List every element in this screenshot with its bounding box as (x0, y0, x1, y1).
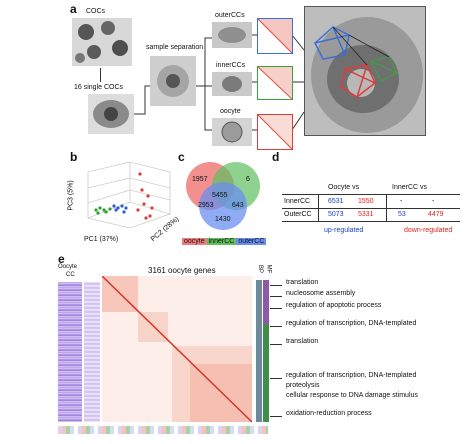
go-term-translation-1: translation (286, 279, 319, 286)
down-regulated-label: down-regulated (404, 227, 453, 234)
pca-plot (87, 161, 171, 229)
outercc-heatmap (257, 18, 293, 54)
row2-v4: 4479 (428, 211, 444, 218)
expression-strip-oocyte (58, 282, 82, 422)
table-col1-header: Oocyte vs (328, 184, 360, 191)
row2-v1: 5073 (328, 211, 344, 218)
row2-v2: 5331 (358, 211, 374, 218)
panel-label-c: c (178, 150, 185, 164)
row2-label: OuterCC (284, 211, 312, 218)
go-term-dna-damage: cellular response to DNA damage stimulus (286, 392, 418, 399)
legend-innercc: innerCC (206, 238, 237, 245)
row2-v3: 53 (398, 211, 406, 218)
row1-v2: 1550 (358, 198, 374, 205)
bottom-legend-strip (58, 426, 268, 434)
row1-v1: 6531 (328, 198, 344, 205)
pca-ylabel: PC3 (5%) (67, 180, 75, 211)
go-tick-2 (270, 296, 282, 297)
outercc-image (212, 22, 252, 48)
row1-v4: - (432, 198, 435, 205)
go-tick-3 (270, 308, 282, 309)
go-tick-6 (270, 378, 282, 379)
oocyte-heatmap (257, 114, 293, 150)
venn-center: 5455 (212, 192, 228, 199)
go-tick-1 (270, 285, 282, 286)
side-label-mf: MF (265, 264, 272, 274)
venn-blue-only: 1430 (215, 216, 231, 223)
panel-label-d: d (272, 150, 280, 164)
panel-label-e: e (58, 252, 65, 266)
side-label-bp: BP (257, 264, 264, 274)
panel-a-arrows (134, 34, 305, 131)
single-coc-image (88, 94, 134, 134)
single-cocs-label: 16 single COCs (74, 84, 124, 91)
expression-strip-cc (84, 282, 100, 422)
go-tick-7 (270, 416, 282, 417)
go-term-nucleosome: nucleosome assembly (286, 290, 356, 297)
venn-legend: oocyte innerCC outerCC (182, 238, 267, 245)
cocs-image (72, 18, 132, 66)
go-term-apoptotic: regulation of apoptotic process (286, 302, 382, 309)
go-term-transcription-2: regulation of transcription, DNA-templat… (286, 372, 417, 379)
oocyte-image (212, 118, 252, 146)
separation-label: sample separation (146, 44, 204, 51)
row-label-cc: CC (66, 272, 75, 278)
table-divider-1 (318, 194, 319, 221)
oocyte-label: oocyte (220, 108, 241, 115)
venn-red-blue: 2953 (198, 202, 214, 209)
outercc-label: outerCCs (215, 12, 245, 19)
innercc-label: innerCCs (216, 62, 246, 69)
venn-green-blue: 643 (232, 202, 244, 209)
coc-network-image (304, 6, 426, 136)
go-term-transcription-1: regulation of transcription, DNA-templat… (286, 320, 417, 327)
table-rule-bottom (282, 221, 460, 222)
row-label-oocyte: Oocyte (58, 264, 78, 270)
panel-label-a: a (70, 2, 77, 16)
up-regulated-label: up-regulated (324, 227, 364, 234)
table-rule-top (282, 194, 460, 195)
row1-label: InnerCC (284, 198, 311, 205)
innercc-heatmap (257, 66, 293, 100)
venn-green-only: 6 (246, 176, 250, 183)
panel-label-b: b (70, 150, 78, 164)
legend-outercc: outerCC (236, 238, 267, 245)
go-bar-bp (256, 280, 262, 422)
separation-image (150, 56, 196, 106)
row1-v3: - (400, 198, 403, 205)
venn-diagram (186, 162, 260, 230)
go-tick-4 (270, 326, 282, 327)
table-divider-2 (386, 194, 387, 221)
go-term-proteolysis: proteolysis (286, 382, 320, 389)
arrow-down (100, 68, 101, 82)
correlation-heatmap (102, 276, 252, 422)
legend-oocyte: oocyte (182, 238, 207, 245)
table-col2-header: InnerCC vs (392, 184, 428, 191)
innercc-image (212, 72, 252, 96)
go-term-translation-2: translation (286, 338, 319, 345)
cocs-label: COCs (86, 8, 106, 15)
go-bar-mf (263, 280, 269, 422)
heatmap-title: 3161 oocyte genes (148, 266, 216, 275)
go-term-oxidation: oxidation-reduction process (286, 410, 372, 417)
venn-red-only: 1957 (192, 176, 208, 183)
go-tick-5 (270, 344, 282, 345)
pca-xlabel: PC1 (37%) (84, 236, 119, 243)
table-rule-mid (282, 208, 460, 209)
